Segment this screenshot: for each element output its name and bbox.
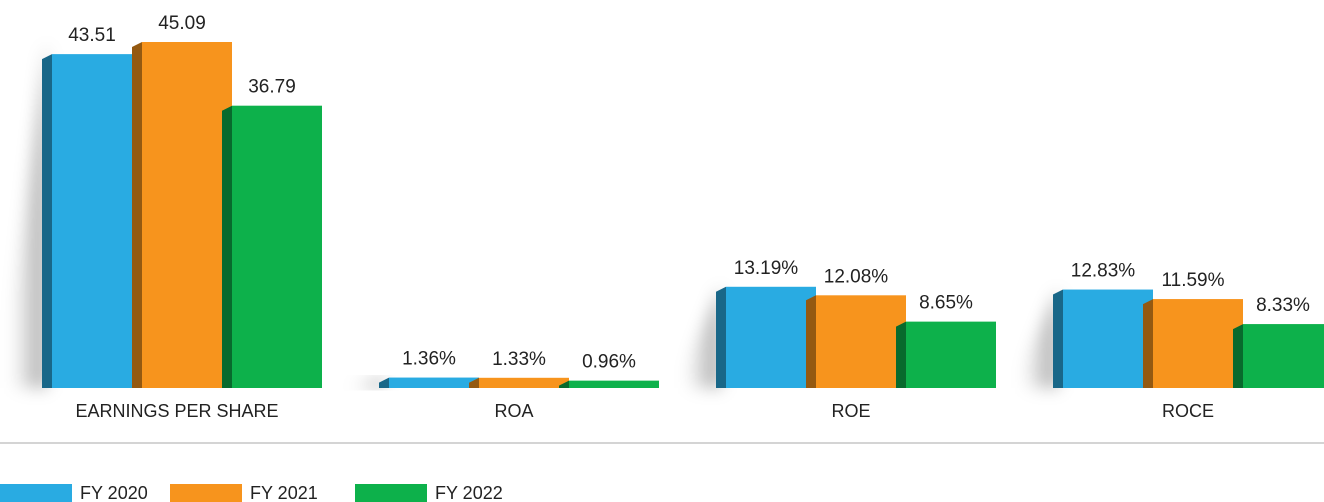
value-label: 13.19%: [734, 258, 799, 279]
bar-side: [42, 54, 52, 388]
bar-side: [896, 321, 906, 388]
bar-side: [1053, 289, 1063, 388]
bar-side: [132, 42, 142, 388]
value-label: 1.33%: [492, 349, 546, 370]
value-label: 45.09: [158, 13, 206, 34]
bar: [389, 377, 479, 388]
bar: [569, 380, 659, 388]
bar: [52, 54, 142, 388]
category-label: ROA: [494, 401, 533, 421]
value-label: 12.83%: [1071, 261, 1136, 282]
legend-swatch: [170, 484, 242, 502]
bar-side: [222, 105, 232, 388]
bar-shadow: [12, 42, 47, 388]
bar-shadow: [1023, 289, 1058, 388]
bar: [726, 286, 816, 388]
bar-side: [1143, 299, 1153, 388]
bar-shadow: [686, 286, 721, 388]
bar: [816, 295, 906, 388]
value-label: 43.51: [68, 25, 116, 46]
bar: [1153, 299, 1243, 388]
value-label: 1.36%: [402, 349, 456, 370]
value-label: 8.33%: [1256, 295, 1310, 316]
legend-label: FY 2022: [435, 483, 503, 502]
value-label: 12.08%: [824, 266, 889, 287]
legend-swatch: [355, 484, 427, 502]
bar-shadow: [349, 377, 384, 388]
bar: [232, 105, 322, 388]
legend-swatch: [0, 484, 72, 502]
bar: [479, 377, 569, 388]
bar: [1063, 289, 1153, 388]
value-label: 8.65%: [919, 293, 973, 314]
value-label: 36.79: [248, 77, 296, 98]
bar-side: [716, 286, 726, 388]
bar-side: [379, 377, 389, 388]
category-label: ROE: [831, 401, 870, 421]
bar: [906, 321, 996, 388]
bar: [1243, 324, 1324, 388]
category-label: EARNINGS PER SHARE: [75, 401, 278, 421]
legend-label: FY 2021: [250, 483, 318, 502]
bar-side: [806, 295, 816, 388]
bar-side: [469, 377, 479, 388]
bar: [142, 42, 232, 388]
category-label: ROCE: [1162, 401, 1214, 421]
bar-side: [1233, 324, 1243, 388]
legend-label: FY 2020: [80, 483, 148, 502]
value-label: 11.59%: [1161, 270, 1224, 291]
bar-side: [559, 380, 569, 388]
value-label: 0.96%: [582, 352, 636, 373]
